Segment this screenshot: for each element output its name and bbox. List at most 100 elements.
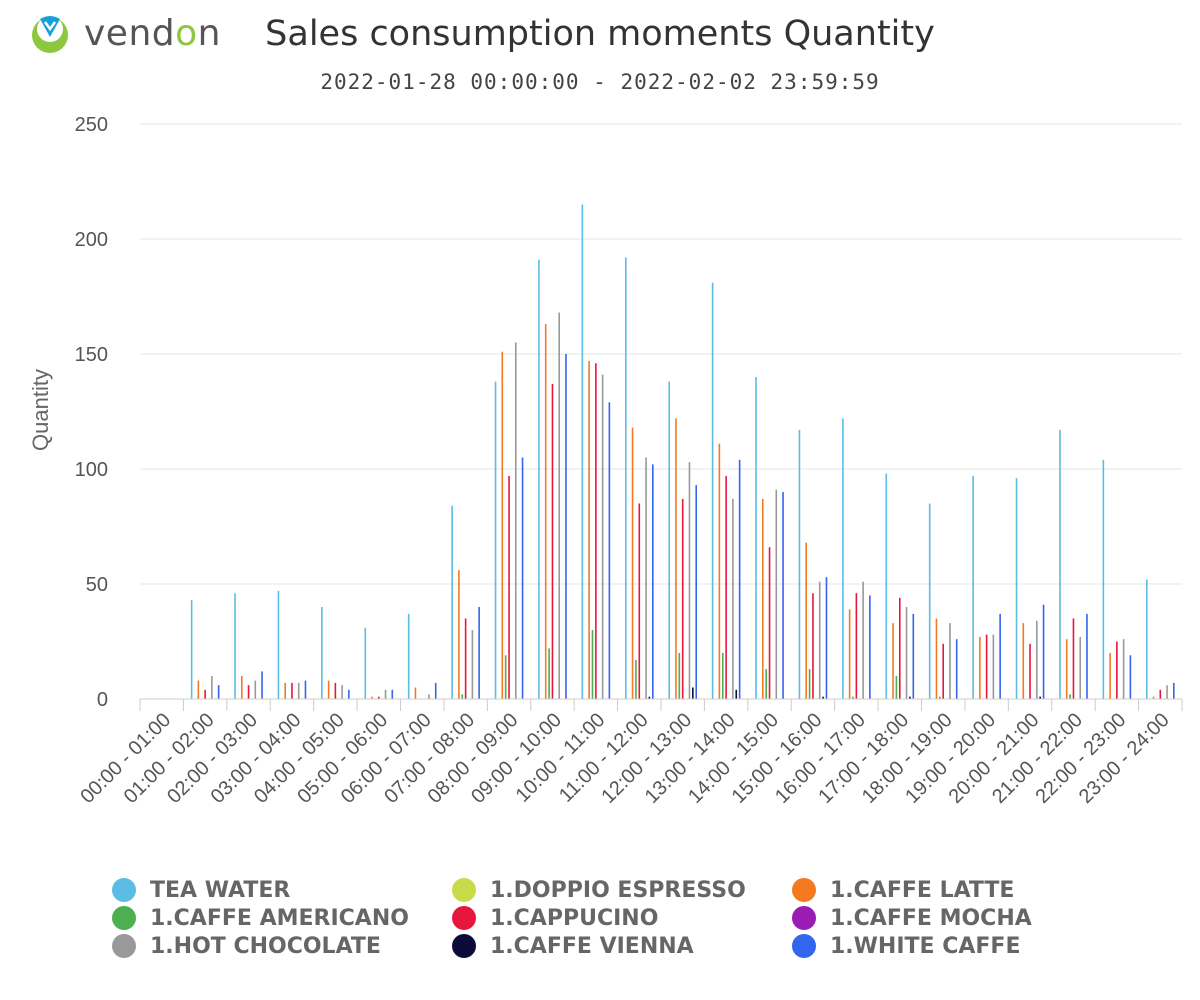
bar[interactable] [1145, 579, 1148, 699]
bar[interactable] [1059, 429, 1061, 699]
bar[interactable] [892, 623, 894, 699]
bar[interactable] [992, 634, 995, 699]
bar[interactable] [939, 696, 941, 699]
bar[interactable] [551, 383, 554, 699]
bar[interactable] [909, 696, 911, 699]
bar[interactable] [782, 492, 784, 699]
legend-item[interactable]: TEA WATER [112, 876, 290, 904]
bar[interactable] [608, 402, 611, 699]
bar[interactable] [1065, 639, 1068, 699]
legend-item[interactable]: 1.CAFFE VIENNA [452, 932, 694, 960]
bar[interactable] [711, 282, 714, 699]
bar[interactable] [434, 682, 437, 699]
bar[interactable] [591, 630, 594, 699]
bar[interactable] [955, 639, 958, 699]
legend-item[interactable]: 1.CAFFE LATTE [792, 876, 1014, 904]
bar[interactable] [765, 669, 767, 699]
bar[interactable] [588, 360, 590, 699]
bar[interactable] [254, 680, 257, 699]
bar[interactable] [805, 542, 808, 699]
bar[interactable] [204, 689, 206, 699]
bar[interactable] [1159, 689, 1162, 699]
bar[interactable] [190, 600, 193, 699]
bar[interactable] [761, 498, 764, 699]
bar[interactable] [371, 696, 373, 699]
bar[interactable] [869, 595, 871, 700]
bar[interactable] [842, 418, 844, 699]
bar[interactable] [321, 607, 323, 699]
bar[interactable] [798, 429, 801, 699]
bar[interactable] [240, 676, 243, 699]
bar[interactable] [999, 613, 1001, 699]
bar[interactable] [471, 630, 474, 699]
bar[interactable] [1166, 685, 1168, 699]
bar[interactable] [391, 689, 394, 699]
bar[interactable] [601, 374, 604, 699]
bar[interactable] [501, 351, 504, 699]
bar[interactable] [297, 682, 300, 699]
bar[interactable] [548, 648, 550, 699]
bar[interactable] [428, 694, 430, 699]
bar[interactable] [197, 680, 200, 699]
bar[interactable] [508, 475, 510, 699]
bar[interactable] [291, 682, 293, 699]
bar[interactable] [855, 593, 858, 699]
bar[interactable] [738, 459, 741, 699]
bar[interactable] [935, 618, 938, 700]
bar[interactable] [504, 655, 507, 699]
bar[interactable] [725, 475, 727, 699]
bar[interactable] [695, 485, 698, 699]
bar[interactable] [521, 457, 524, 700]
bar[interactable] [755, 377, 757, 699]
bar[interactable] [1039, 696, 1041, 699]
bar[interactable] [1072, 618, 1075, 700]
bar[interactable] [581, 204, 584, 700]
bar[interactable] [284, 682, 287, 699]
bar[interactable] [1086, 613, 1088, 699]
bar[interactable] [1129, 655, 1132, 699]
legend-item[interactable]: 1.HOT CHOCOLATE [112, 932, 381, 960]
bar[interactable] [848, 609, 851, 699]
bar[interactable] [818, 581, 821, 699]
bar[interactable] [675, 418, 677, 699]
bar[interactable] [635, 659, 637, 699]
bar[interactable] [718, 443, 721, 699]
bar[interactable] [377, 696, 380, 699]
bar[interactable] [898, 597, 901, 699]
bar[interactable] [565, 354, 567, 699]
bar[interactable] [1022, 623, 1025, 699]
bar[interactable] [464, 618, 467, 700]
legend-item[interactable]: 1.CAFFE MOCHA [792, 904, 1032, 932]
bar[interactable] [327, 680, 330, 699]
bar[interactable] [451, 505, 453, 699]
bar[interactable] [648, 696, 651, 699]
bar[interactable] [341, 685, 343, 699]
bar[interactable] [234, 593, 236, 699]
bar[interactable] [912, 613, 915, 699]
bar[interactable] [384, 689, 387, 699]
bar[interactable] [928, 503, 931, 700]
bar[interactable] [732, 498, 734, 699]
bar[interactable] [514, 342, 517, 700]
bar[interactable] [852, 696, 854, 699]
bar[interactable] [478, 607, 480, 699]
bar[interactable] [979, 636, 981, 699]
bar[interactable] [905, 607, 908, 699]
bar[interactable] [1015, 478, 1018, 699]
bar[interactable] [1035, 620, 1038, 699]
bar[interactable] [624, 257, 627, 699]
bar[interactable] [1172, 682, 1175, 699]
legend-item[interactable]: 1.DOPPIO ESPRESSO [452, 876, 746, 904]
bar[interactable] [692, 687, 694, 700]
bar[interactable] [1116, 641, 1118, 700]
bar[interactable] [1102, 459, 1105, 699]
bar[interactable] [458, 570, 460, 699]
legend-item[interactable]: 1.WHITE CAFFE [792, 932, 1020, 960]
bar[interactable] [949, 623, 951, 699]
legend-item[interactable]: 1.CAPPUCINO [452, 904, 658, 932]
legend-item[interactable]: 1.CAFFE AMERICANO [112, 904, 409, 932]
bar[interactable] [885, 473, 888, 699]
bar[interactable] [1029, 643, 1031, 699]
bar[interactable] [217, 685, 220, 699]
bar[interactable] [461, 694, 464, 699]
